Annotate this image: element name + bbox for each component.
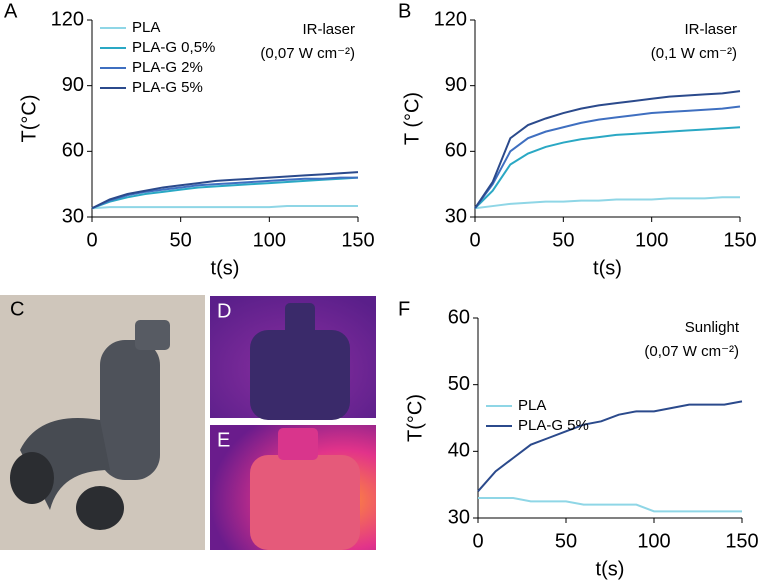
legend-label: PLA: [132, 19, 160, 36]
series-line: [91, 171, 359, 210]
y-tick-label: 90: [62, 74, 84, 96]
annotation: IR-laser: [302, 21, 355, 38]
legend-label: PLA: [518, 397, 546, 414]
y-tick-label: 30: [445, 205, 467, 227]
series-line: [477, 400, 743, 492]
y-axis-title: T(°C): [404, 394, 426, 442]
annotation: (0,1 W cm⁻²): [651, 45, 737, 62]
x-tick-label: 0: [86, 229, 97, 251]
legend-label: PLA-G 5%: [518, 417, 589, 434]
photo-e: [210, 425, 376, 550]
series-line: [91, 176, 359, 210]
x-tick-label: 150: [723, 229, 756, 251]
annotation: (0,07 W cm⁻²): [644, 343, 739, 360]
y-tick-label: 90: [445, 74, 467, 96]
series-line: [474, 105, 741, 209]
y-tick-label: 30: [62, 205, 84, 227]
legend-label: PLA-G 2%: [132, 59, 203, 76]
y-tick-label: 60: [445, 140, 467, 162]
x-tick-label: 150: [725, 530, 758, 552]
panel-label: A: [4, 0, 18, 22]
annotation: (0,07 W cm⁻²): [260, 45, 355, 62]
series-line: [91, 205, 358, 210]
x-axis-title: t(s): [596, 558, 625, 580]
panel-label: F: [398, 298, 410, 320]
y-tick-label: 60: [448, 306, 470, 328]
legend-label: PLA-G 5%: [132, 79, 203, 96]
x-tick-label: 100: [635, 229, 668, 251]
y-tick-label: 120: [434, 8, 467, 30]
y-tick-label: 60: [62, 140, 84, 162]
legend-label: PLA-G 0,5%: [132, 39, 215, 56]
photo-c: [0, 295, 205, 550]
y-axis-title: T(°C): [18, 95, 40, 143]
series-line: [474, 126, 741, 209]
annotation: IR-laser: [684, 21, 737, 38]
panel-label: C: [10, 298, 24, 320]
y-tick-label: 30: [448, 506, 470, 528]
x-tick-label: 0: [472, 530, 483, 552]
x-axis-title: t(s): [211, 257, 240, 279]
series-line: [478, 497, 742, 513]
panel-label: D: [217, 300, 231, 322]
series-line: [474, 90, 741, 209]
series-line: [474, 196, 740, 210]
series-line: [91, 176, 358, 210]
annotation: Sunlight: [685, 319, 740, 336]
y-tick-label: 40: [448, 440, 470, 462]
x-tick-label: 0: [469, 229, 480, 251]
x-tick-label: 50: [555, 530, 577, 552]
y-tick-label: 50: [448, 373, 470, 395]
y-axis-title: T (°C): [401, 92, 423, 145]
panel-label: E: [217, 429, 230, 451]
x-axis-title: t(s): [593, 257, 622, 279]
panel-label: B: [398, 0, 411, 22]
x-tick-label: 150: [341, 229, 374, 251]
photo-d: [210, 296, 376, 420]
x-tick-label: 50: [552, 229, 574, 251]
x-tick-label: 100: [637, 530, 670, 552]
x-tick-label: 50: [170, 229, 192, 251]
y-tick-label: 120: [51, 8, 84, 30]
x-tick-label: 100: [253, 229, 286, 251]
